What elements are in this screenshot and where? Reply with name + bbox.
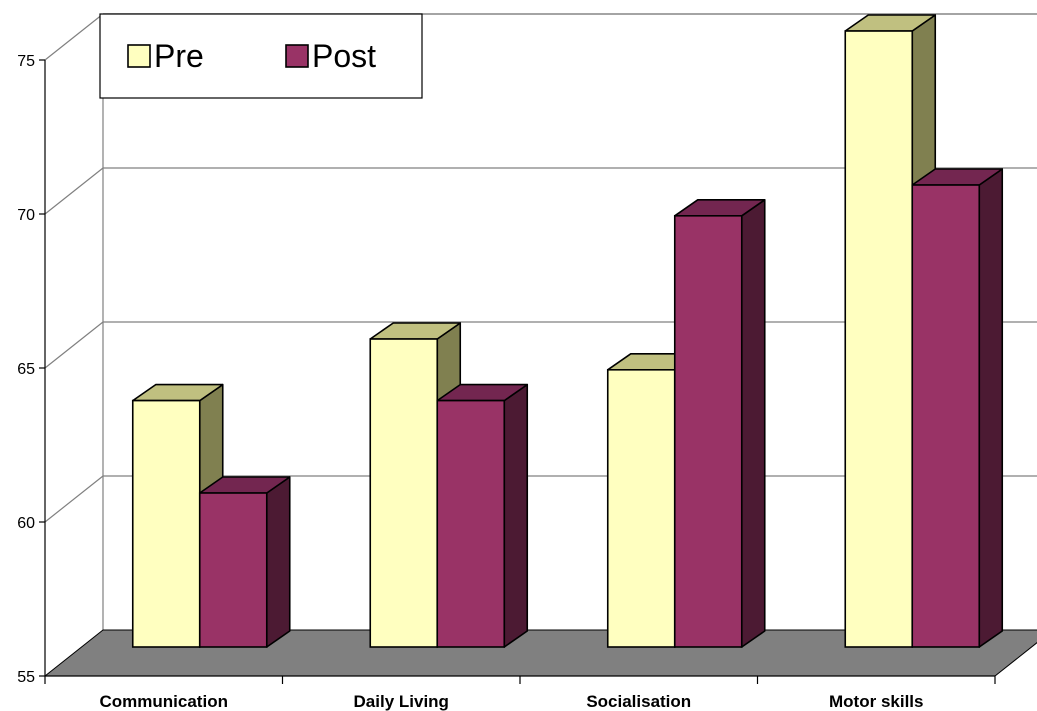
y-tick-label-60: 60 [17,515,35,532]
bar-front [673,215,743,648]
bar-front [844,30,914,648]
x-tick-label-1: Daily Living [354,692,449,711]
gridline-wall-60 [44,475,104,523]
y-tick-label-75: 75 [17,53,35,70]
x-tick-label-2: Socialisation [586,692,691,711]
legend-label-pre: Pre [154,38,204,74]
gridline-wall-65 [44,321,104,369]
axes: 55 60 65 70 75 Communication Daily Living Socia… [17,53,996,711]
bar-front [198,492,268,648]
bar-front [369,338,439,648]
y-tick-label-55: 55 [17,669,35,686]
bar-side [740,199,766,648]
bar-front [911,184,981,648]
bar-side [503,383,529,648]
bar-post-0 [198,476,291,648]
bar-front [131,399,201,648]
y-tick-label-65: 65 [17,361,35,378]
x-tick-label-3: Motor skills [829,692,923,711]
legend-swatch-post [285,44,309,68]
bar-front [606,368,676,648]
gridline-wall-70 [44,167,104,215]
bar-front [436,399,506,648]
bar-post-1 [436,383,529,648]
legend: Pre Post [99,13,423,99]
y-tick-label-70: 70 [17,207,35,224]
legend-swatch-pre [127,44,151,68]
bar-post-3 [911,168,1004,648]
bars [131,14,1004,648]
x-tick-label-0: Communication [100,692,228,711]
bar-post-2 [673,199,766,648]
bar-side [265,476,291,648]
legend-box [99,13,423,99]
bar-side [978,168,1004,648]
legend-label-post: Post [312,38,376,74]
gridline-wall-75 [44,13,104,61]
